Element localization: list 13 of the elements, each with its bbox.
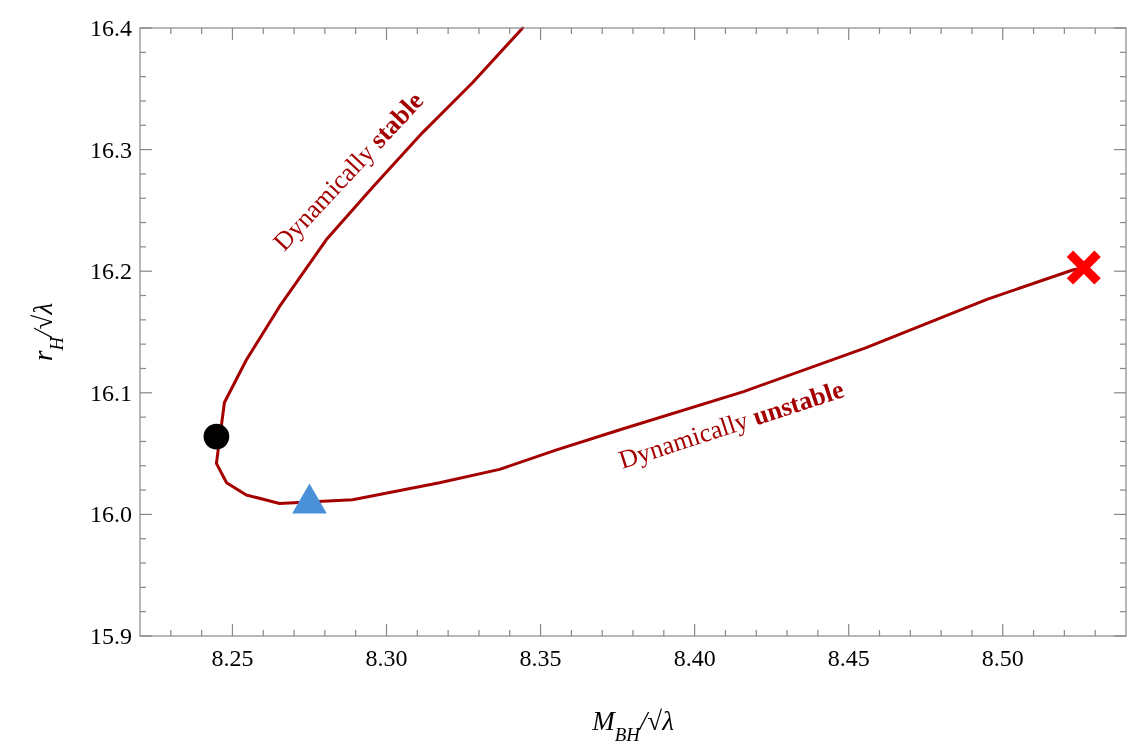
x-tick-label: 8.40	[673, 645, 716, 671]
x-axis-title: M$_{BH}$/√λ	[591, 706, 675, 745]
x-tick-label: 8.45	[827, 645, 870, 671]
y-tick-label: 16.1	[90, 379, 132, 406]
x-tick-label: 8.50	[981, 645, 1024, 671]
x-tick-label: 8.30	[365, 645, 408, 671]
x-tick-label: 8.25	[211, 645, 254, 671]
y-tick-label: 16.3	[90, 136, 132, 163]
y-tick-label: 16.2	[90, 258, 132, 285]
y-tick-label: 16.4	[90, 15, 132, 41]
y-tick-label: 15.9	[90, 623, 132, 649]
x-tick-label: 8.35	[519, 645, 562, 671]
y-tick-label: 16.0	[90, 501, 132, 528]
